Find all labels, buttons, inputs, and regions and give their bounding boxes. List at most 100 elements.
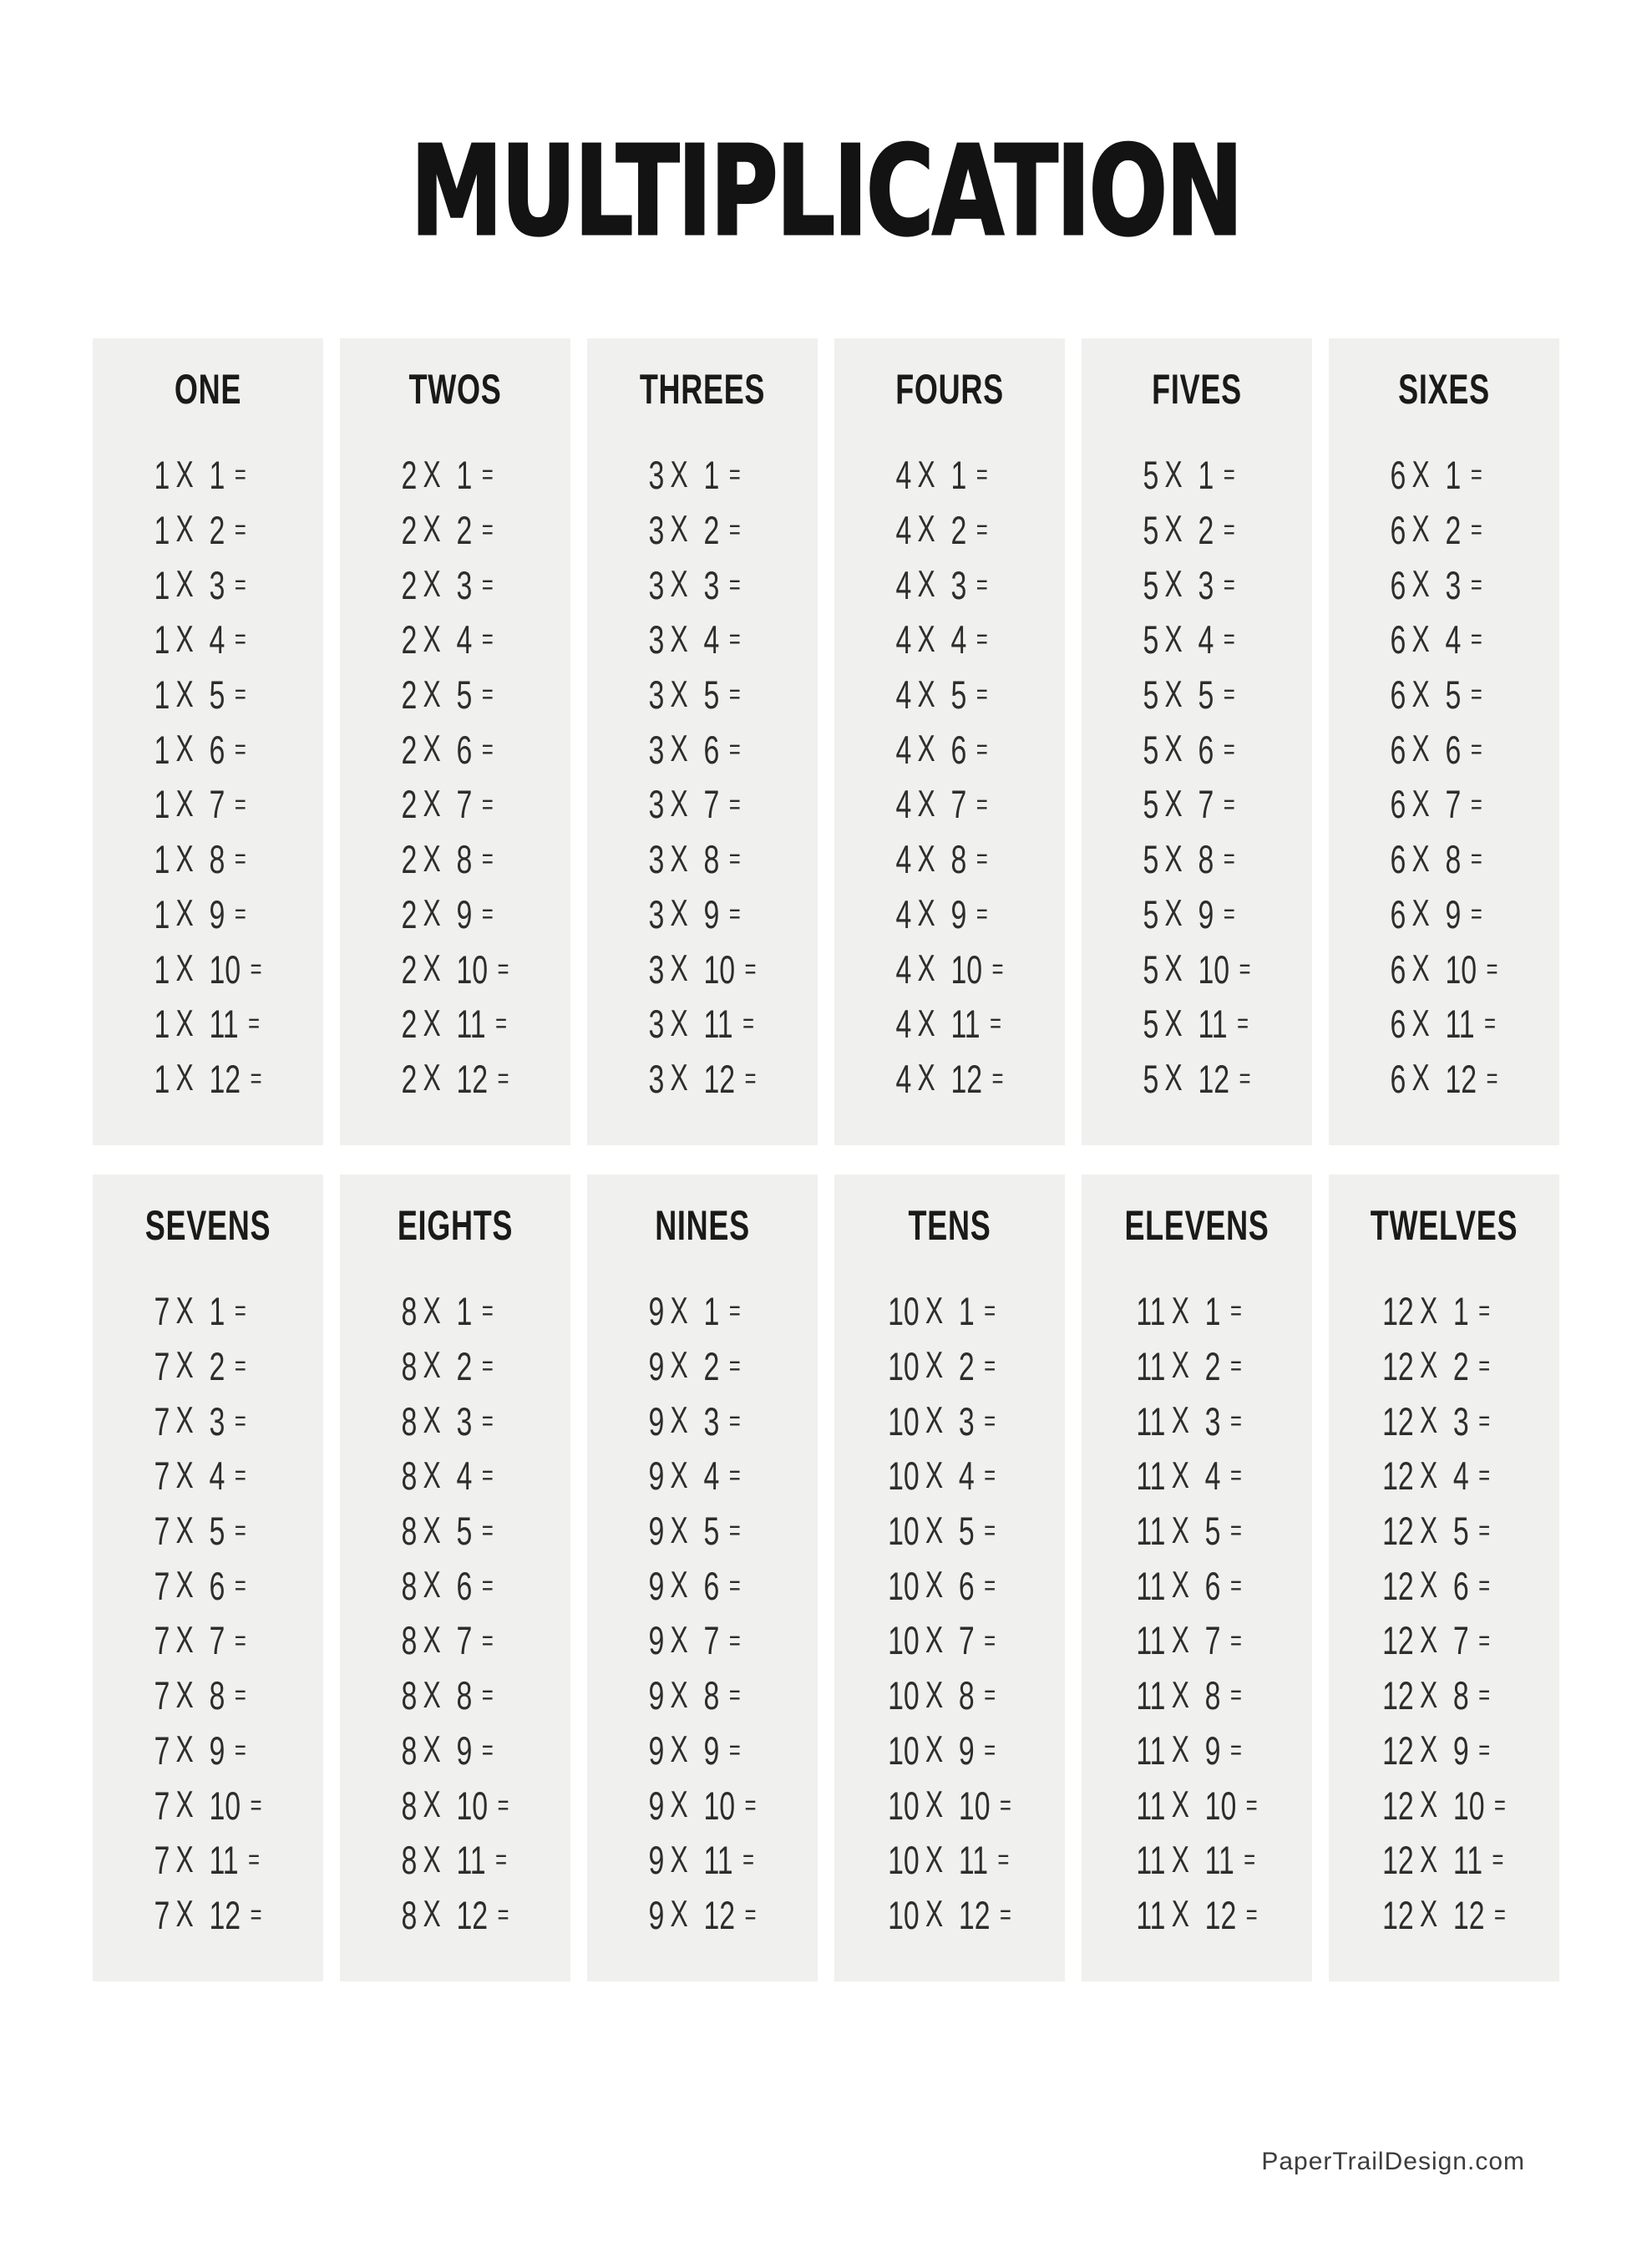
multiplier: 3	[1204, 1398, 1221, 1444]
equals-symbol: =	[234, 843, 246, 875]
equation-row: 5 X 3 =	[1143, 557, 1251, 612]
equation-row: 7 X 5 =	[155, 1504, 262, 1559]
times-symbol: X	[175, 1894, 194, 1936]
multiplicand: 7	[154, 1289, 170, 1334]
multiplier: 8	[1445, 837, 1462, 882]
equation-row: 3 X 3 =	[649, 557, 757, 612]
equals-symbol: =	[975, 733, 988, 764]
multiplier: 1	[456, 453, 473, 498]
equation-row: 1 X 1 =	[155, 448, 262, 503]
multiplier: 10	[703, 1783, 736, 1828]
equation-row: 8 X 3 =	[402, 1393, 509, 1449]
equals-symbol: =	[1229, 1459, 1242, 1491]
multiplier: 5	[456, 672, 473, 718]
multiplicand: 9	[648, 1289, 665, 1334]
times-symbol: X	[1171, 1454, 1189, 1496]
multiplier: 6	[1445, 727, 1462, 772]
times-symbol: X	[925, 1400, 944, 1442]
multiplicand: 4	[895, 617, 912, 662]
multiplier: 11	[958, 1838, 989, 1883]
equals-symbol: =	[1470, 843, 1482, 875]
equation-row: 1 X 2 =	[155, 503, 262, 558]
multiplier: 9	[958, 1728, 975, 1773]
multiplier: 11	[456, 1002, 486, 1047]
multiplier: 3	[1198, 562, 1214, 607]
table-title: NINES	[655, 1202, 750, 1249]
equation-row: 9 X 2 =	[649, 1339, 757, 1394]
multiplicand: 7	[154, 1454, 170, 1499]
equation-row: 4 X 7 =	[896, 777, 1004, 832]
equation-row: 1 X 10 =	[155, 941, 262, 997]
equals-symbol: =	[1470, 788, 1482, 819]
multiplier: 10	[1204, 1783, 1237, 1828]
multiplier: 5	[1204, 1509, 1221, 1554]
multiplier: 7	[1445, 782, 1462, 827]
equals-symbol: =	[481, 1459, 494, 1491]
card-content: SIXES 6 X 1 = 6 X 2 = 6 X 3 = 6 X 4 = 6 X 5 = 6 X 6 = 6 X 7 = 6 X 8 = 6 X 9…	[1361, 338, 1528, 1106]
equals-symbol: =	[234, 1515, 246, 1546]
equation-row: 3 X 11 =	[649, 997, 757, 1052]
equation-row: 11 X 11 =	[1136, 1833, 1257, 1888]
equation-row: 12 X 2 =	[1382, 1339, 1506, 1394]
card-content: TWOS 2 X 1 = 2 X 2 = 2 X 3 = 2 X 4 = 2 X 5 = 2 X 6 = 2 X 7 = 2 X 8 = 2 X 9 =…	[372, 338, 539, 1106]
equation-row: 3 X 8 =	[649, 832, 757, 887]
times-symbol: X	[1419, 1565, 1438, 1606]
multiplier: 9	[209, 891, 226, 936]
equation-row: 9 X 11 =	[649, 1833, 757, 1888]
multiplicand: 7	[154, 1563, 170, 1608]
multiplicand: 12	[1382, 1398, 1414, 1444]
equation-row: 10 X 6 =	[888, 1558, 1011, 1613]
equals-symbol: =	[481, 1624, 494, 1656]
multiplicand: 7	[154, 1344, 170, 1389]
equals-symbol: =	[1223, 623, 1235, 655]
multiplicand: 5	[1143, 837, 1159, 882]
equation-row: 9 X 12 =	[649, 1888, 757, 1943]
equation-row: 4 X 12 =	[896, 1052, 1004, 1107]
times-symbol: X	[1164, 454, 1183, 495]
multiplier: 5	[456, 1509, 473, 1554]
equals-symbol: =	[975, 623, 988, 655]
multiplier: 12	[456, 1056, 489, 1101]
multiplier: 7	[209, 782, 226, 827]
multiplicand: 11	[1136, 1838, 1166, 1883]
multiplier: 4	[1198, 617, 1214, 662]
multiplier: 4	[703, 1454, 720, 1499]
equation-row: 6 X 10 =	[1391, 941, 1498, 997]
multiplier: 12	[950, 1056, 983, 1101]
times-symbol: X	[423, 618, 441, 660]
times-symbol: X	[917, 947, 935, 989]
multiplier: 8	[456, 1673, 473, 1718]
multiplicand: 12	[1382, 1289, 1414, 1334]
times-symbol: X	[175, 1674, 194, 1716]
multiplicand: 5	[1143, 453, 1159, 498]
multiplicand: 4	[895, 891, 912, 936]
equals-symbol: =	[728, 1679, 741, 1711]
multiplicand: 4	[895, 946, 912, 992]
table-card-one: ONE 1 X 1 = 1 X 2 = 1 X 3 = 1 X 4 = 1 X 5 = 1 X 6 = 1 X 7 = 1 X 8 = 1 X 9 = 1…	[93, 338, 323, 1145]
times-symbol: X	[423, 454, 441, 495]
equals-symbol: =	[481, 788, 494, 819]
multiplicand: 4	[895, 1056, 912, 1101]
equals-symbol: =	[1223, 788, 1235, 819]
equation-row: 11 X 4 =	[1136, 1449, 1257, 1504]
equation-row: 7 X 12 =	[155, 1888, 262, 1943]
multiplicand: 8	[401, 1783, 418, 1828]
equals-symbol: =	[248, 1007, 260, 1039]
times-symbol: X	[175, 564, 194, 606]
times-symbol: X	[917, 1058, 935, 1099]
times-symbol: X	[1419, 1454, 1438, 1496]
times-symbol: X	[670, 893, 688, 935]
multiplicand: 1	[154, 727, 170, 772]
times-symbol: X	[1411, 1002, 1430, 1044]
multiplicand: 1	[154, 946, 170, 992]
multiplicand: 2	[401, 946, 418, 992]
times-symbol: X	[925, 1619, 944, 1661]
multiplicand: 3	[648, 1056, 665, 1101]
times-symbol: X	[1419, 1509, 1438, 1551]
times-symbol: X	[670, 1002, 688, 1044]
times-symbol: X	[423, 1674, 441, 1716]
times-symbol: X	[925, 1290, 944, 1332]
multiplicand: 8	[401, 1398, 418, 1444]
multiplicand: 3	[648, 562, 665, 607]
equals-symbol: =	[234, 788, 246, 819]
